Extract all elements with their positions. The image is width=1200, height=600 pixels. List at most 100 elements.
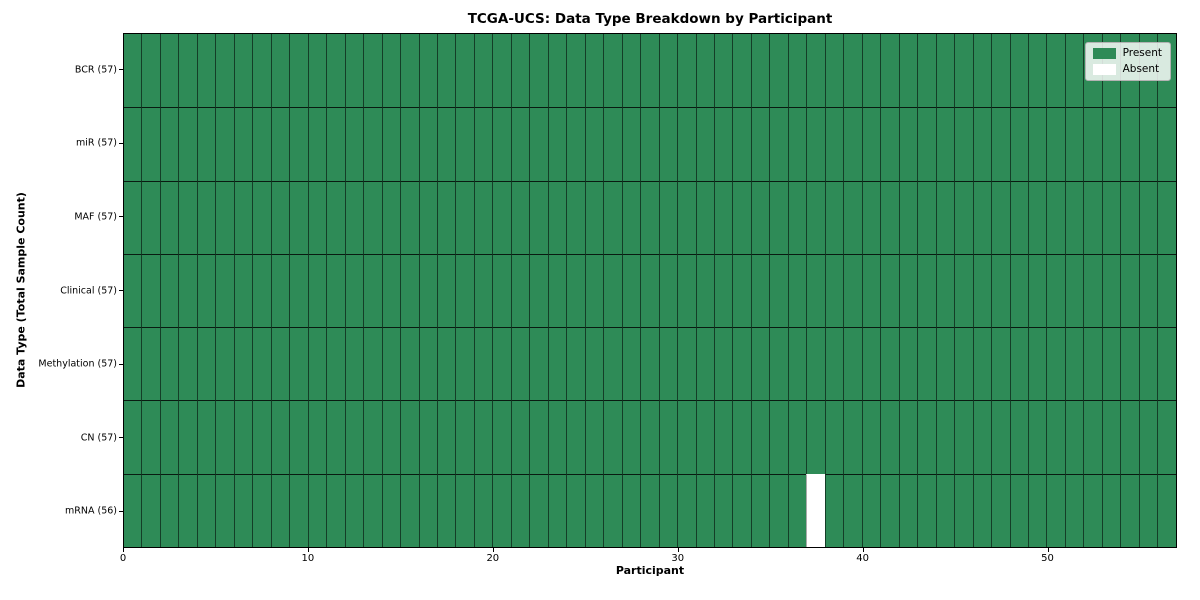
heatmap-cell-present (584, 473, 604, 547)
heatmap-cell-present (455, 473, 474, 547)
heatmap-cell-present (289, 253, 308, 328)
heatmap-cell-present (695, 180, 714, 254)
y-tick-label: MAF (57) (74, 211, 117, 223)
heatmap-cell-present (991, 180, 1010, 254)
heatmap-cell-present (196, 473, 216, 547)
heatmap-cell-present (677, 473, 696, 547)
heatmap-cell-present (418, 253, 437, 328)
heatmap-cell-present (880, 327, 899, 401)
heatmap-cell-present (566, 107, 585, 181)
heatmap-cell-present (787, 34, 807, 108)
heatmap-cell-present (400, 400, 419, 474)
heatmap-cell-present (658, 107, 678, 181)
heatmap-cell-present (1101, 180, 1121, 254)
heatmap-cell-absent (806, 473, 825, 547)
heatmap-cell-present (400, 473, 419, 547)
heatmap-cell-present (954, 327, 973, 401)
heatmap-cell-present (695, 253, 714, 328)
x-tick-label: 20 (486, 553, 500, 564)
heatmap-cell-present (178, 107, 197, 181)
heatmap-cell-present (1046, 253, 1065, 328)
heatmap-cell-present (455, 34, 474, 108)
heatmap-cell-present (824, 400, 844, 474)
heatmap-row (124, 400, 1176, 474)
heatmap-cell-present (603, 107, 622, 181)
heatmap-cell-present (547, 253, 567, 328)
heatmap-cell-present (510, 34, 530, 108)
heatmap-cell-present (861, 327, 881, 401)
heatmap-cell-present (418, 400, 437, 474)
heatmap-cell-present (510, 473, 530, 547)
heatmap-cell-present (289, 107, 308, 181)
heatmap-cell-present (1138, 107, 1158, 181)
heatmap-cell-present (1027, 473, 1047, 547)
heatmap-cell-present (455, 327, 474, 401)
x-tick-mark (492, 548, 494, 552)
heatmap-cell-present (935, 253, 955, 328)
heatmap-cell-present (510, 253, 530, 328)
heatmap-cell-present (547, 400, 567, 474)
heatmap-cell-present (750, 400, 770, 474)
heatmap-cell-present (215, 34, 234, 108)
heatmap-cell-present (363, 473, 382, 547)
heatmap-cell-present (1009, 34, 1028, 108)
heatmap-cell-present (473, 473, 493, 547)
heatmap-cell-present (159, 34, 179, 108)
heatmap-cell-present (124, 253, 142, 328)
heatmap-cell-present (1046, 107, 1065, 181)
y-tick-mark (119, 142, 123, 144)
heatmap-cell-present (141, 400, 160, 474)
heatmap-cell-present (1064, 253, 1084, 328)
heatmap-cell-present (215, 327, 234, 401)
heatmap-cell-present (1046, 473, 1065, 547)
heatmap-cell-present (178, 34, 197, 108)
heatmap-cell-present (714, 34, 733, 108)
heatmap-cell-present (270, 400, 290, 474)
heatmap-cell-present (806, 253, 825, 328)
heatmap-cell-present (880, 253, 899, 328)
heatmap-cell-present (124, 180, 142, 254)
heatmap-cell-present (455, 180, 474, 254)
heatmap-cell-present (233, 107, 253, 181)
heatmap-cell-present (898, 253, 918, 328)
heatmap-cell-present (547, 107, 567, 181)
heatmap-cell-present (658, 473, 678, 547)
heatmap-cell-present (806, 400, 825, 474)
heatmap-cell-present (935, 473, 955, 547)
x-tick-mark (307, 548, 309, 552)
heatmap-cell-present (1083, 327, 1102, 401)
heatmap-cell-present (1138, 253, 1158, 328)
heatmap-cell-present (861, 180, 881, 254)
heatmap-cell-present (510, 107, 530, 181)
heatmap-cell-present (732, 253, 751, 328)
legend-label: Present (1122, 47, 1162, 60)
heatmap-cell-present (215, 400, 234, 474)
heatmap-cell-present (1009, 107, 1028, 181)
heatmap-cell-present (1101, 107, 1121, 181)
heatmap-cell-present (806, 180, 825, 254)
heatmap-cell-present (898, 400, 918, 474)
legend-entry: Absent (1092, 63, 1162, 76)
heatmap-cell-present (547, 327, 567, 401)
y-tick-mark (119, 69, 123, 71)
heatmap-cell-present (824, 107, 844, 181)
heatmap-cell-present (233, 253, 253, 328)
heatmap-cell-present (124, 107, 142, 181)
heatmap-cell-present (1046, 327, 1065, 401)
heatmap-cell-present (1064, 107, 1084, 181)
heatmap-cell-present (196, 180, 216, 254)
heatmap-cell-present (492, 400, 511, 474)
legend-label: Absent (1122, 63, 1160, 76)
heatmap-cell-present (215, 253, 234, 328)
heatmap-row (124, 473, 1176, 547)
legend-entry: Present (1092, 47, 1162, 60)
heatmap-cell-present (954, 180, 973, 254)
heatmap-cell-present (159, 327, 179, 401)
heatmap-cell-present (1083, 180, 1102, 254)
heatmap-cell-present (473, 34, 493, 108)
heatmap-cell-present (1009, 253, 1028, 328)
heatmap-cell-present (714, 327, 733, 401)
heatmap-cell-present (1157, 400, 1176, 474)
heatmap-cell-present (843, 400, 862, 474)
heatmap-cell-present (473, 107, 493, 181)
